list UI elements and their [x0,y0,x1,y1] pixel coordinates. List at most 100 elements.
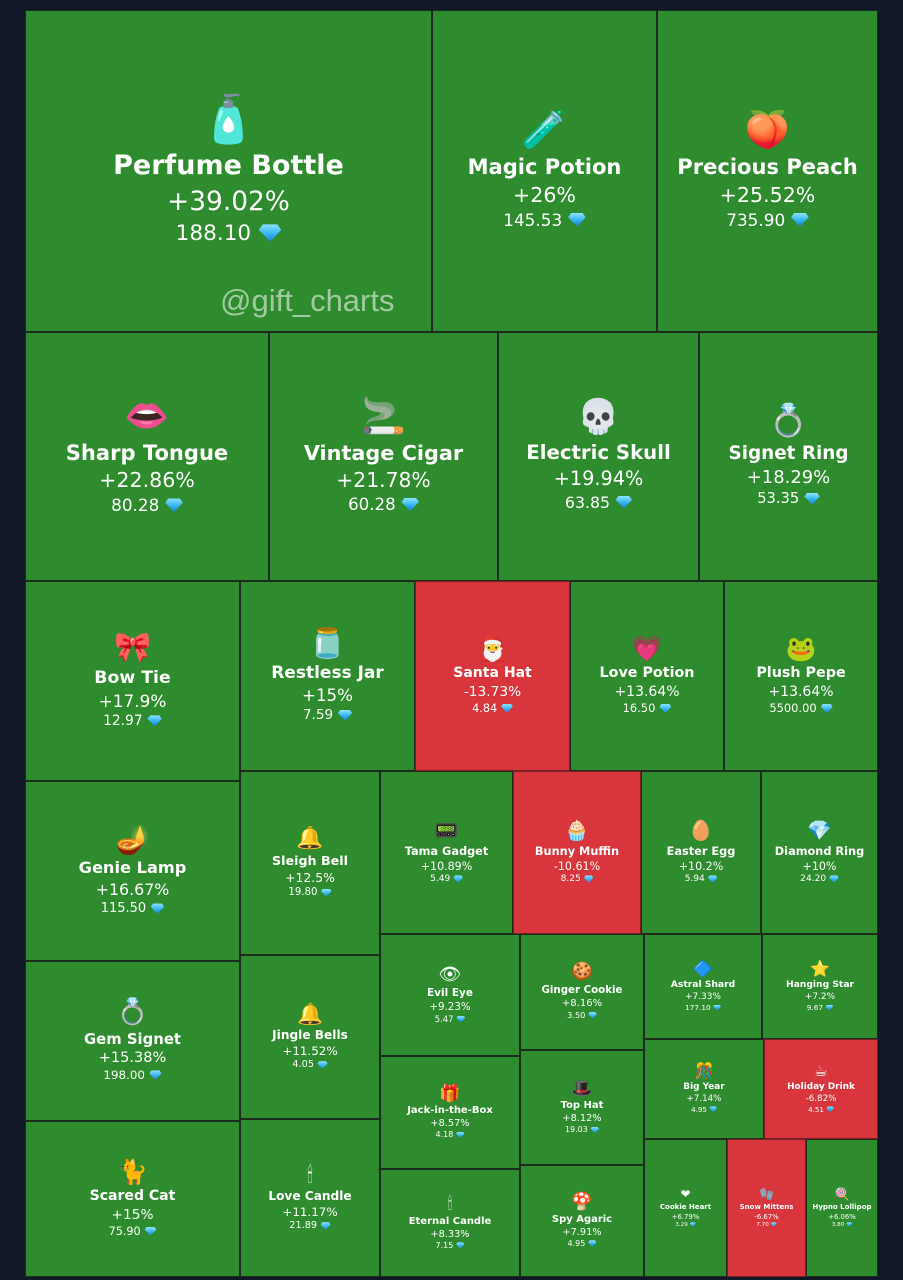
tile-price: 3.80 [831,1221,853,1228]
astral-shard-icon: 🔷 [693,958,713,978]
tile-price: 145.53 [503,210,586,230]
evil-eye-icon: 👁 [438,963,462,985]
diamond-icon [590,1126,600,1134]
tile-name: Sleigh Bell [272,853,348,869]
tile-name: Jack-in-the-Box [407,1105,493,1117]
diamond-icon [149,1070,162,1080]
diamond-icon [826,1106,834,1113]
diamond-icon [804,492,820,505]
tile-price: 735.90 [726,209,809,230]
tile-change: +15.38% [98,1050,167,1067]
diamond-icon [713,1004,721,1011]
tile-price-value: 9.67 [806,1003,824,1013]
tile-name: Diamond Ring [774,843,865,858]
tile-change: +6.06% [828,1212,856,1221]
diamond-icon [820,703,833,714]
diamond-icon [317,1061,328,1069]
tile-electric-skull: 💀 Electric Skull +19.94% 63.85 [498,332,699,581]
watermark: @gift_charts [220,283,395,318]
tile-change: +7.33% [684,991,721,1002]
electric-skull-icon: 💀 [577,397,620,438]
tile-change: +13.64% [768,683,834,700]
tile-name: Bow Tie [94,667,171,688]
tile-change: +22.86% [99,468,195,493]
tile-price: 80.28 [111,495,183,515]
diamond-icon [337,709,353,721]
diamond-icon [456,1015,466,1023]
tile-price: 63.85 [564,492,633,512]
tile-change: +8.12% [562,1113,602,1125]
tile-change: -13.73% [463,683,522,700]
tile-price: 4.18 [436,1130,465,1139]
top-hat-icon: 🎩 [571,1078,593,1099]
tile-change: +9.23% [429,1000,471,1013]
tile-change: +6.79% [671,1212,700,1221]
tile-change: +8.16% [561,997,603,1009]
tile-price-value: 735.90 [726,209,786,230]
tile-name: Vintage Cigar [303,440,464,465]
scared-cat-icon: 🐈 [117,1158,148,1187]
tile-price: 5.47 [435,1014,466,1024]
jack-in-the-box-icon: 🎁 [439,1083,461,1104]
tile-price: 177.10 [685,1003,721,1012]
tile-price-value: 5.94 [684,874,705,885]
ginger-cookie-icon: 🍪 [571,961,593,982]
tile-price: 5.94 [685,874,718,884]
tile-spy-agaric: 🍄 Spy Agaric +7.91% 4.95 [520,1165,644,1277]
tile-astral-shard: 🔷 Astral Shard +7.33% 177.10 [644,934,762,1039]
tile-price: 4.84 [472,702,513,715]
diamond-icon [320,888,332,897]
tile-name: Perfume Bottle [113,150,344,182]
tile-price: 5.49 [430,874,463,884]
tile-price-value: 24.20 [800,874,827,885]
tile-hanging-star: ⭐ Hanging Star +7.2% 9.67 [762,934,878,1039]
tile-price-value: 19.80 [288,887,318,899]
diamond-icon [846,1222,853,1227]
tile-signet-ring: 💍 Signet Ring +18.29% 53.35 [699,332,878,581]
tile-change: +8.33% [430,1228,470,1240]
tile-name: Snow Mittens [739,1202,794,1212]
tile-jack-in-the-box: 🎁 Jack-in-the-Box +8.57% 4.18 [380,1056,520,1169]
diamond-icon [150,903,165,914]
tile-name: Jingle Bells [272,1027,348,1042]
tile-price-value: 5.47 [434,1014,454,1025]
spy-agaric-icon: 🍄 [571,1192,593,1213]
tile-love-candle: 🕯 Love Candle +11.17% 21.89 [240,1119,380,1277]
tile-love-potion: 💗 Love Potion +13.64% 16.50 [570,581,724,771]
tile-price: 7.15 [436,1241,465,1250]
love-potion-icon: 💗 [631,633,663,663]
tile-name: Sharp Tongue [65,439,229,465]
tile-price-value: 80.28 [111,495,160,516]
tile-price: 19.03 [565,1125,600,1134]
tile-easter-egg: 🥚 Easter Egg +10.2% 5.94 [641,771,761,934]
tile-name: Big Year [683,1082,725,1093]
diamond-icon [320,1222,331,1230]
tile-name: Evil Eye [426,986,474,999]
tile-bunny-muffin: 🧁 Bunny Muffin -10.61% 8.25 [513,771,641,934]
tile-price-value: 7.70 [756,1221,769,1228]
hanging-star-icon: ⭐ [810,958,830,978]
tile-price-value: 4.18 [435,1130,454,1140]
tile-change: +15% [111,1206,154,1223]
tile-change: +7.2% [804,991,836,1002]
diamond-icon [453,875,463,883]
tile-price-value: 4.05 [292,1059,315,1071]
love-candle-icon: 🕯 [307,1162,313,1187]
tile-name: Santa Hat [453,665,532,682]
tile-name: Scared Cat [89,1188,176,1205]
tile-ginger-cookie: 🍪 Ginger Cookie +8.16% 3.50 [520,934,644,1050]
tile-price-value: 3.80 [831,1221,845,1228]
holiday-drink-icon: ☕ [814,1062,828,1081]
diamond-icon [258,224,282,242]
tile-price-value: 63.85 [564,492,611,512]
tile-jingle-bells: 🔔 Jingle Bells +11.52% 4.05 [240,955,380,1119]
diamond-icon [770,1222,777,1227]
tile-price-value: 188.10 [175,220,252,246]
bunny-muffin-icon: 🧁 [564,818,590,842]
diamond-icon [689,1222,696,1227]
diamond-ring-icon: 💎 [807,818,832,842]
tile-change: +17.9% [98,690,167,711]
tile-magic-potion: 🧪 Magic Potion +26% 145.53 [432,10,657,332]
tile-name: Electric Skull [526,440,671,464]
tile-top-hat: 🎩 Top Hat +8.12% 19.03 [520,1050,644,1165]
